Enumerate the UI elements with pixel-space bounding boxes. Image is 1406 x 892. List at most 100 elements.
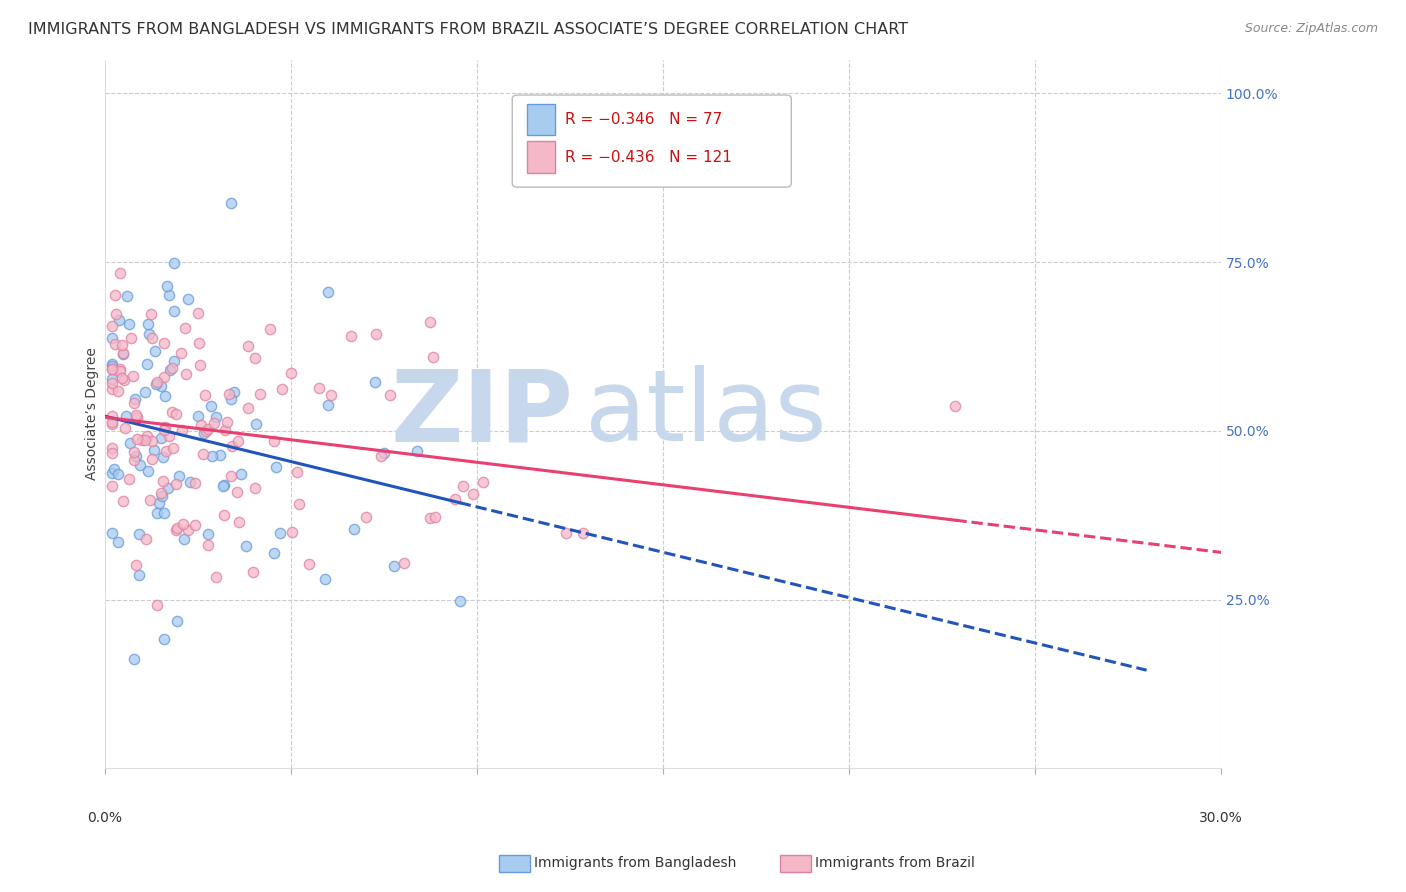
Point (136, 357, 159, 371)
Point (364, 375, 387, 389)
Point (124, 408, 146, 422)
Point (101, 446, 124, 460)
Point (422, 350, 444, 364)
Point (197, 527, 219, 541)
Point (136, 464, 159, 478)
Bar (527, 103, 555, 136)
Point (101, 319, 124, 334)
Point (141, 331, 163, 345)
Point (101, 441, 124, 455)
Point (155, 388, 177, 402)
Point (405, 443, 427, 458)
Point (343, 523, 366, 537)
Point (131, 433, 153, 447)
Point (221, 469, 243, 483)
Point (463, 487, 485, 501)
Point (173, 532, 195, 546)
Point (170, 346, 193, 360)
Point (162, 441, 184, 455)
Point (156, 481, 179, 495)
Point (163, 304, 186, 318)
Text: Source: ZipAtlas.com: Source: ZipAtlas.com (1244, 22, 1378, 36)
Bar (527, 141, 555, 173)
Point (146, 375, 169, 389)
Text: R = −0.346   N = 77: R = −0.346 N = 77 (565, 112, 721, 128)
Text: Immigrants from Bangladesh: Immigrants from Bangladesh (534, 856, 737, 871)
Point (214, 423, 236, 437)
Point (226, 434, 249, 448)
Point (101, 417, 124, 431)
Point (141, 434, 163, 449)
Point (222, 385, 245, 400)
Point (104, 306, 127, 320)
Point (471, 475, 494, 489)
Point (157, 429, 180, 443)
Point (111, 493, 134, 508)
Point (163, 353, 186, 368)
Point (194, 388, 217, 402)
Point (184, 476, 207, 491)
Point (280, 366, 302, 380)
Point (449, 594, 471, 608)
Point (165, 407, 187, 421)
Point (155, 420, 177, 434)
Point (572, 525, 595, 540)
Point (101, 409, 124, 423)
Point (122, 369, 145, 384)
Point (101, 362, 124, 376)
Text: 30.0%: 30.0% (1199, 811, 1243, 825)
Text: Immigrants from Brazil: Immigrants from Brazil (815, 856, 976, 871)
Point (120, 331, 142, 345)
Point (245, 417, 267, 431)
Point (104, 287, 127, 301)
Point (153, 506, 176, 520)
Point (271, 382, 294, 396)
Point (101, 479, 124, 493)
Point (150, 490, 173, 504)
Point (101, 525, 124, 540)
Point (112, 347, 135, 361)
Point (139, 308, 162, 322)
Point (101, 357, 124, 371)
Point (167, 469, 190, 483)
Point (141, 452, 163, 467)
Point (101, 415, 124, 429)
Point (194, 424, 217, 438)
Point (129, 458, 152, 472)
Point (107, 534, 129, 549)
Point (187, 305, 209, 319)
Point (145, 506, 167, 520)
Point (101, 359, 124, 373)
Point (160, 361, 183, 376)
Point (423, 510, 446, 524)
Point (150, 485, 173, 500)
Point (554, 526, 576, 541)
Point (269, 525, 291, 540)
Point (201, 450, 224, 464)
Point (197, 422, 219, 436)
Point (298, 558, 321, 572)
Point (172, 516, 194, 531)
Point (356, 510, 378, 524)
Point (316, 285, 339, 299)
Point (101, 466, 124, 480)
Point (101, 376, 124, 390)
Point (138, 327, 160, 342)
Point (193, 447, 215, 461)
Point (444, 491, 467, 506)
Point (945, 400, 967, 414)
Point (110, 362, 132, 376)
Point (135, 428, 157, 442)
Text: R = −0.436   N = 121: R = −0.436 N = 121 (565, 150, 731, 165)
Point (107, 384, 129, 398)
Point (103, 461, 125, 475)
Point (143, 343, 166, 358)
Point (236, 339, 259, 353)
Text: atlas: atlas (585, 366, 827, 462)
Point (394, 556, 416, 570)
Point (208, 448, 231, 462)
Point (156, 279, 179, 293)
Point (205, 570, 228, 584)
Point (152, 423, 174, 437)
Point (108, 364, 131, 378)
